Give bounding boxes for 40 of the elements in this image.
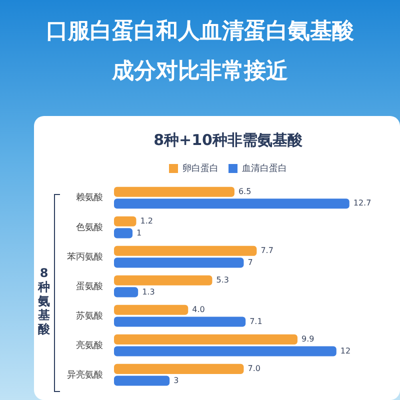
- bar: [114, 246, 257, 256]
- data-label: 1.2: [140, 216, 153, 226]
- legend-label: 卵白蛋白: [182, 162, 218, 173]
- data-label: 4.0: [192, 304, 205, 314]
- data-label: 7: [248, 258, 253, 267]
- data-label: 1: [136, 228, 142, 238]
- bar: [114, 258, 244, 268]
- bar: [114, 346, 336, 356]
- data-label: 7.7: [260, 246, 274, 255]
- bar: [114, 287, 138, 298]
- bar: [114, 198, 350, 209]
- bar: [114, 275, 212, 286]
- y-tick-label: 色氨酸: [76, 222, 103, 232]
- data-label: 9.9: [301, 334, 314, 344]
- y-tick-label: 亮氨酸: [76, 340, 103, 350]
- data-label: 5.3: [216, 275, 229, 284]
- data-label: 12.7: [353, 198, 372, 208]
- bar: [114, 364, 244, 374]
- data-label: 3: [174, 376, 179, 385]
- y-tick-label: 苯丙氨酸: [67, 251, 103, 262]
- data-label: 6.5: [238, 186, 252, 196]
- data-label: 1.3: [142, 287, 155, 296]
- y-tick-label: 蛋氨酸: [76, 280, 103, 291]
- bar: [114, 376, 170, 386]
- legend-label: 血清白蛋白: [242, 162, 287, 173]
- text: 8种氨基酸: [37, 266, 51, 336]
- bar: [114, 186, 234, 197]
- y-tick-label: 异亮氨酸: [67, 369, 103, 380]
- data-label: 7.0: [248, 364, 260, 374]
- bar: [114, 304, 188, 315]
- y-tick-label: 赖氨酸: [76, 192, 103, 202]
- bar: [114, 334, 298, 344]
- chart-subtitle: 口服白蛋白和人血清蛋白氨基酸成分对比非常接近: [45, 18, 355, 86]
- data-label: 12: [340, 346, 351, 356]
- chart-title: 8种+10种非需氨基酸: [154, 130, 304, 149]
- y-tick-label: 苏氨酸: [76, 310, 103, 320]
- bar: [114, 228, 133, 238]
- bar: [114, 216, 136, 226]
- bar: [114, 316, 246, 327]
- data-label: 7.1: [250, 316, 262, 326]
